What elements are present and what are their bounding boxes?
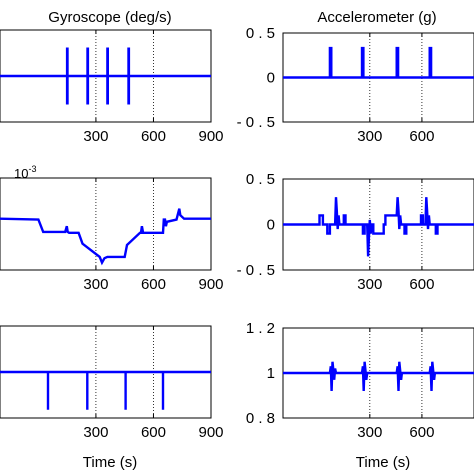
x-tick-label: 300 [83,424,108,441]
y-tick-label: 1 [267,365,275,382]
x-tick-label: 600 [409,276,434,293]
multiplier-base: 10 [14,166,28,181]
accel-title: Accelerometer (g) [317,9,436,26]
multiplier-label: 10-3 [14,164,36,181]
panel-0: 300 600 900 [0,29,224,145]
x-tick-label: 300 [357,424,382,441]
panel-5: 300 600 0 . 8 1 1 . 2 [246,320,474,441]
y-tick-label: - 0 . 5 [237,114,275,131]
x-tick-label: 900 [198,128,223,145]
x-tick-label: 900 [198,276,223,293]
x-tick-label: 600 [141,276,166,293]
y-tick-label: 1 . 2 [246,320,275,337]
x-axis-label-left: Time (s) [83,454,137,471]
y-tick-label: 0 . 5 [246,25,275,42]
y-tick-label: 0 . 8 [246,410,275,427]
x-tick-label: 300 [357,276,382,293]
y-tick-label: 0 [267,70,275,87]
x-tick-label: 300 [357,128,382,145]
axes-frame [0,177,212,271]
x-tick-label: 900 [198,424,223,441]
series-line [0,370,211,410]
series-line [283,46,474,79]
gyro-title: Gyroscope (deg/s) [48,9,171,26]
panel-2: 300 600 900 [0,177,224,293]
y-tick-label: - 0 . 5 [237,262,275,279]
panel-3: 300 600 - 0 . 5 0 0 . 5 [237,171,474,293]
series-line [283,361,474,392]
series-line [283,197,474,257]
y-tick-label: 0 . 5 [246,171,275,188]
x-tick-label: 600 [409,128,434,145]
x-tick-label: 600 [409,424,434,441]
series-line [0,208,211,266]
multiplier-exponent: -3 [28,164,36,174]
x-tick-label: 600 [141,128,166,145]
x-tick-label: 300 [83,276,108,293]
panel-1: 300 600 - 0 . 5 0 0 . 5 [237,25,474,145]
panel-4: 300 600 900 [0,325,224,441]
x-tick-label: 300 [83,128,108,145]
x-tick-label: 600 [141,424,166,441]
series-line [0,47,211,105]
y-tick-label: 0 [267,217,275,234]
x-axis-label-right: Time (s) [356,454,410,471]
